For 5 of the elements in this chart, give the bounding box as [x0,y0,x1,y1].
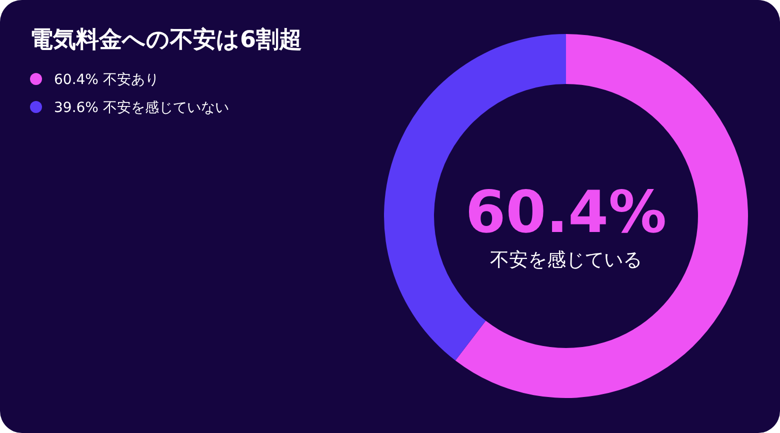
legend-label: 60.4% 不安あり [54,72,159,88]
chart-title: 電気料金への不安は6割超 [30,26,302,53]
data-label: 60.4% [465,178,667,246]
legend-label: 39.6% 不安を感じていない [54,100,229,116]
text: 不安を感じている [490,249,642,271]
